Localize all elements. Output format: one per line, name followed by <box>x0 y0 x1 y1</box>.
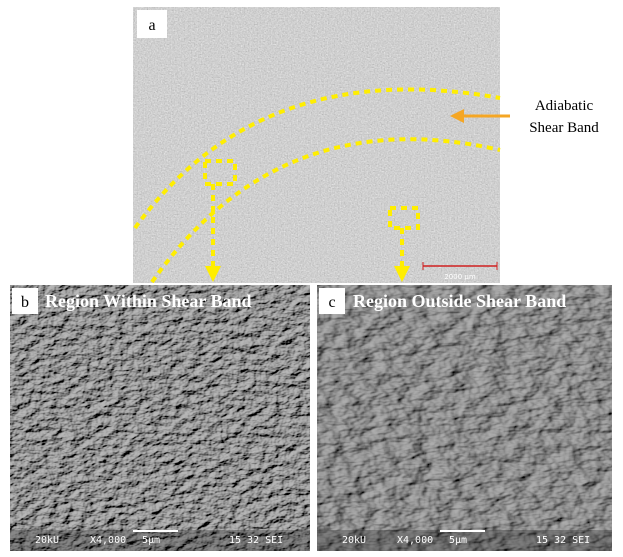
micrograph-a <box>133 7 500 283</box>
micrograph-c <box>317 285 612 551</box>
footer-text: 5µm <box>142 535 160 546</box>
panel-label: a <box>148 17 155 34</box>
scale-label: 2000 µm <box>444 273 475 281</box>
figure: a 2000 µm Adiabatic Shear Band b Region … <box>0 0 623 557</box>
footer-text: 5µm <box>449 535 467 546</box>
footer-text: 15 32 SEI <box>536 535 590 546</box>
page: a 2000 µm Adiabatic Shear Band b Region … <box>0 0 623 557</box>
annotation: Adiabatic <box>535 98 594 114</box>
micrograph-b <box>10 285 310 551</box>
footer-text: X4,000 <box>90 535 126 546</box>
panel-title: Region Within Shear Band <box>45 291 252 311</box>
footer-text: 20kU <box>35 535 59 546</box>
footer-text: 15 32 SEI <box>229 535 283 546</box>
footer-text: 20kU <box>342 535 366 546</box>
panel-label: b <box>21 294 29 311</box>
annotation: Shear Band <box>529 120 599 136</box>
panel-label: c <box>328 294 335 311</box>
footer-text: X4,000 <box>397 535 433 546</box>
panel-title: Region Outside Shear Band <box>353 291 566 311</box>
